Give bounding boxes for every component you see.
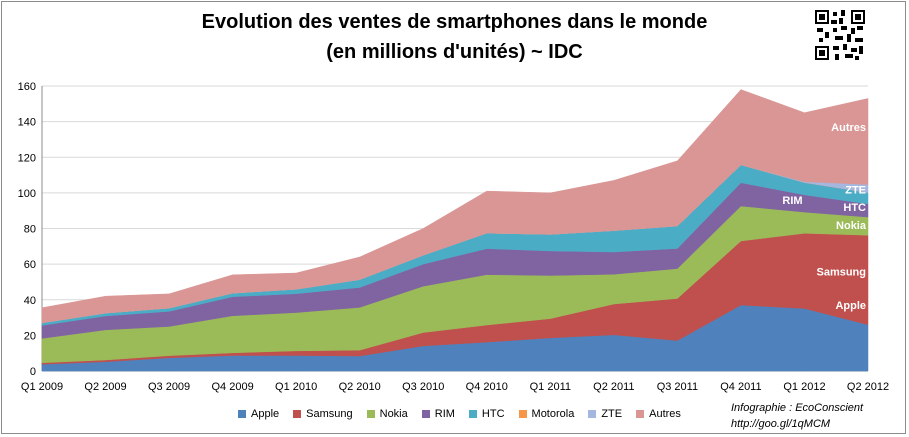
y-tick-label: 160 bbox=[18, 81, 36, 93]
legend-item-samsung: Samsung bbox=[293, 408, 353, 420]
chart-title-line1: Evolution des ventes de smartphones dans… bbox=[201, 11, 708, 33]
x-tick-label: Q3 2011 bbox=[657, 381, 698, 393]
y-tick-label: 120 bbox=[18, 152, 36, 164]
legend-item-rim: RIM bbox=[421, 408, 455, 420]
legend-item-htc: HTC bbox=[468, 408, 505, 420]
x-tick-label: Q2 2011 bbox=[593, 381, 634, 393]
legend-item-apple: Apple bbox=[238, 408, 279, 420]
x-tick-label: Q4 2009 bbox=[212, 381, 254, 393]
qr-code-icon bbox=[815, 10, 865, 60]
credit: Infographie : EcoConscient http://goo.gl… bbox=[731, 400, 863, 432]
legend-swatch bbox=[468, 410, 477, 418]
series-label-nokia: Nokia bbox=[836, 220, 867, 232]
chart-title-line2: (en millions d'unités) ~ IDC bbox=[326, 41, 583, 63]
series-label-apple: Apple bbox=[835, 300, 866, 312]
legend-swatch bbox=[366, 410, 375, 418]
series-label-autres: Autres bbox=[831, 122, 866, 134]
legend-label: Motorola bbox=[531, 408, 575, 420]
series-label-zte: ZTE bbox=[845, 184, 866, 196]
x-tick-label: Q2 2012 bbox=[847, 381, 889, 393]
credit-line1: Infographie : EcoConscient bbox=[731, 402, 864, 414]
legend-item-autres: Autres bbox=[636, 408, 681, 420]
x-tick-label: Q1 2009 bbox=[21, 381, 63, 393]
legend-item-zte: ZTE bbox=[588, 408, 622, 420]
legend-swatch bbox=[238, 410, 246, 418]
legend-label: Autres bbox=[649, 408, 681, 420]
legend-swatch bbox=[518, 410, 527, 418]
legend-label: ZTE bbox=[601, 408, 623, 420]
y-tick-label: 0 bbox=[30, 366, 36, 378]
x-tick-label: Q3 2010 bbox=[402, 381, 444, 393]
legend-swatch bbox=[421, 410, 430, 418]
y-tick-label: 80 bbox=[24, 224, 36, 236]
series-label-samsung: Samsung bbox=[816, 266, 866, 278]
x-tick-label: Q4 2011 bbox=[720, 381, 761, 393]
legend-swatch bbox=[293, 410, 302, 418]
legend-label: RIM bbox=[434, 408, 455, 420]
y-tick-label: 40 bbox=[24, 295, 36, 307]
credit-line2: http://goo.gl/1qMCM bbox=[731, 418, 831, 430]
x-tick-label: Q3 2009 bbox=[148, 381, 190, 393]
y-tick-label: 20 bbox=[24, 330, 36, 342]
legend-swatch bbox=[636, 410, 645, 418]
legend-item-nokia: Nokia bbox=[366, 408, 408, 420]
legend-label: Nokia bbox=[379, 408, 408, 420]
legend-label: HTC bbox=[481, 408, 505, 420]
x-tick-label: Q2 2010 bbox=[339, 381, 381, 393]
x-tick-label: Q4 2010 bbox=[466, 381, 508, 393]
legend-label: Apple bbox=[251, 408, 280, 420]
legend-item-motorola: Motorola bbox=[518, 408, 575, 420]
area-autres bbox=[41, 89, 869, 324]
y-tick-label: 100 bbox=[18, 188, 36, 200]
x-tick-label: Q1 2010 bbox=[275, 381, 317, 393]
series-label-htc: HTC bbox=[843, 202, 866, 214]
y-tick-label: 60 bbox=[24, 259, 36, 271]
x-tick-label: Q2 2009 bbox=[84, 381, 126, 393]
chart-legend: Apple Samsung Nokia RIM HTC Motorola ZTE Autres bbox=[238, 408, 681, 420]
legend-swatch bbox=[588, 410, 597, 418]
y-tick-label: 140 bbox=[18, 117, 36, 129]
x-tick-label: Q1 2012 bbox=[783, 381, 825, 393]
x-tick-label: Q1 2011 bbox=[530, 381, 571, 393]
legend-label: Samsung bbox=[306, 408, 353, 420]
series-label-rim: RIM bbox=[782, 195, 802, 207]
